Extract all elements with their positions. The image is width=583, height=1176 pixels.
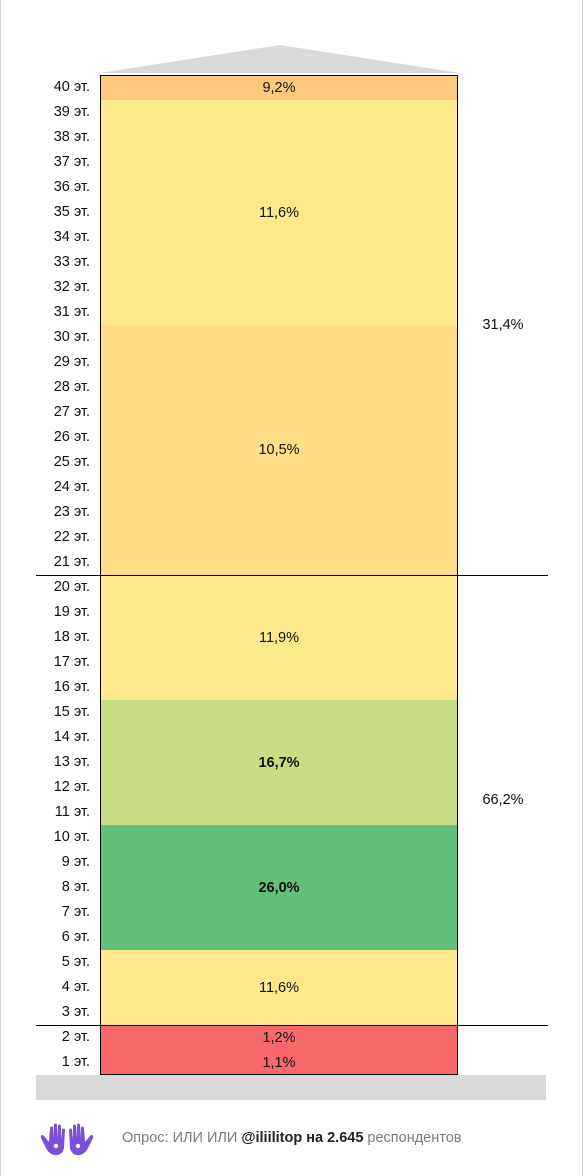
floor-label: 39 эт. bbox=[53, 104, 90, 120]
footer-credits: Опрос: ИЛИ ИЛИ @iliilitop на 2.645 респо… bbox=[122, 1130, 462, 1146]
bar-value-label: 11,9% bbox=[258, 629, 300, 646]
floor-label: 19 эт. bbox=[53, 604, 90, 620]
bar-value-label: 11,6% bbox=[258, 979, 300, 996]
floor-range-bar: 16,7% bbox=[100, 700, 458, 825]
floor-label: 5 эт. bbox=[61, 954, 90, 970]
floor-label: 14 эт. bbox=[53, 729, 90, 745]
floor-label: 32 эт. bbox=[53, 279, 90, 295]
floor-range-bar: 9,2% bbox=[100, 75, 458, 100]
footer-suffix: респондентов bbox=[367, 1130, 462, 1146]
floor-label: 2 эт. bbox=[61, 1029, 90, 1045]
floor-label: 37 эт. bbox=[53, 154, 90, 170]
floor-label: 38 эт. bbox=[53, 129, 90, 145]
floor-label: 16 эт. bbox=[53, 679, 90, 695]
floor-label: 22 эт. bbox=[53, 529, 90, 545]
bar-value-label: 1,2% bbox=[262, 1029, 296, 1046]
group-divider-line bbox=[36, 1025, 548, 1026]
floor-label: 11 эт. bbox=[54, 804, 90, 820]
floor-range-bar: 26,0% bbox=[100, 825, 458, 950]
floor-label: 28 эт. bbox=[53, 379, 90, 395]
bar-value-label: 9,2% bbox=[262, 79, 296, 96]
floor-range-bar: 11,6% bbox=[100, 950, 458, 1025]
floor-label: 40 эт. bbox=[53, 79, 90, 95]
group-divider-line bbox=[36, 575, 548, 576]
floor-label: 4 эт. bbox=[61, 979, 90, 995]
floor-label: 27 эт. bbox=[53, 404, 90, 420]
floor-label: 33 эт. bbox=[53, 254, 90, 270]
floor-label: 1 эт. bbox=[61, 1054, 90, 1070]
footer-respondent-count: на 2.645 bbox=[306, 1130, 364, 1146]
group-total-label: 31,4% bbox=[482, 317, 524, 333]
floor-label: 26 эт. bbox=[53, 429, 90, 445]
floor-label: 17 эт. bbox=[53, 654, 90, 670]
floor-label: 21 эт. bbox=[53, 554, 90, 570]
bar-value-label: 26,0% bbox=[258, 879, 300, 896]
floor-range-bar: 10,5% bbox=[100, 325, 458, 575]
building-ground bbox=[36, 1075, 546, 1100]
floor-label: 30 эт. bbox=[53, 329, 90, 345]
floor-label: 36 эт. bbox=[53, 179, 90, 195]
floor-label: 3 эт. bbox=[61, 1004, 90, 1020]
bar-value-label: 1,1% bbox=[262, 1054, 296, 1071]
floor-range-bar: 1,1% bbox=[100, 1050, 458, 1075]
floor-range-bar: 1,2% bbox=[100, 1025, 458, 1050]
floor-label: 29 эт. bbox=[53, 354, 90, 370]
floor-label: 13 эт. bbox=[53, 754, 90, 770]
group-total-label: 66,2% bbox=[482, 792, 524, 808]
building-roof bbox=[100, 45, 460, 73]
floor-range-bar: 11,9% bbox=[100, 575, 458, 700]
floor-label: 8 эт. bbox=[61, 879, 90, 895]
frame-left-border bbox=[0, 0, 1, 1176]
floor-label: 31 эт. bbox=[53, 304, 90, 320]
bar-value-label: 11,6% bbox=[258, 204, 300, 221]
floor-label: 24 эт. bbox=[53, 479, 90, 495]
bar-value-label: 16,7% bbox=[258, 754, 300, 771]
floor-label: 18 эт. bbox=[53, 629, 90, 645]
floor-label: 34 эт. bbox=[53, 229, 90, 245]
floor-label: 23 эт. bbox=[53, 504, 90, 520]
bar-value-label: 10,5% bbox=[258, 442, 300, 458]
footer-handle[interactable]: @iliilitop bbox=[241, 1130, 303, 1146]
floor-label: 6 эт. bbox=[61, 929, 90, 945]
floor-label: 12 эт. bbox=[53, 779, 90, 795]
floor-label: 7 эт. bbox=[61, 904, 90, 920]
hands-logo-icon bbox=[40, 1123, 94, 1156]
footer: Опрос: ИЛИ ИЛИ @iliilitop на 2.645 респо… bbox=[0, 1122, 583, 1158]
floor-label: 15 эт. bbox=[53, 704, 90, 720]
floor-range-bar: 11,6% bbox=[100, 100, 458, 325]
floor-label: 9 эт. bbox=[61, 854, 90, 870]
floor-label: 35 эт. bbox=[53, 204, 90, 220]
floor-label: 10 эт. bbox=[53, 829, 90, 845]
floor-label: 20 эт. bbox=[53, 579, 90, 595]
floor-label: 25 эт. bbox=[53, 454, 90, 470]
footer-prefix: Опрос: ИЛИ ИЛИ bbox=[122, 1130, 238, 1146]
